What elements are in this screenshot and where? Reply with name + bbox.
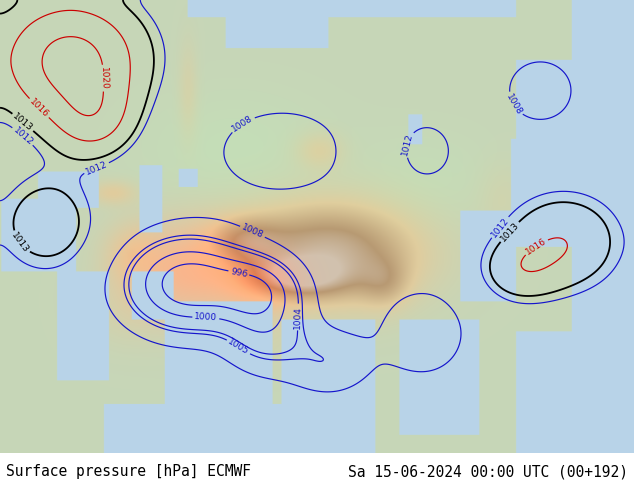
Text: Surface pressure [hPa] ECMWF: Surface pressure [hPa] ECMWF	[6, 464, 251, 479]
Text: 1008: 1008	[240, 223, 265, 241]
Text: 1020: 1020	[99, 67, 108, 90]
Text: 1016: 1016	[524, 236, 548, 257]
Text: 1008: 1008	[231, 114, 255, 134]
Text: 1005: 1005	[226, 337, 250, 357]
Text: Sa 15-06-2024 00:00 UTC (00+192): Sa 15-06-2024 00:00 UTC (00+192)	[347, 464, 628, 479]
Text: 1016: 1016	[28, 97, 51, 120]
Text: 996: 996	[230, 267, 248, 279]
Text: 1012: 1012	[489, 215, 510, 239]
Text: 1012: 1012	[84, 159, 109, 176]
Text: 1013: 1013	[498, 220, 521, 243]
Text: 1013: 1013	[10, 231, 30, 254]
Text: 1012: 1012	[11, 125, 34, 147]
Text: 1012: 1012	[400, 132, 415, 157]
Text: 1008: 1008	[504, 92, 523, 117]
Text: 1013: 1013	[11, 111, 35, 133]
Text: 1004: 1004	[293, 305, 303, 329]
Text: 1000: 1000	[194, 313, 217, 323]
